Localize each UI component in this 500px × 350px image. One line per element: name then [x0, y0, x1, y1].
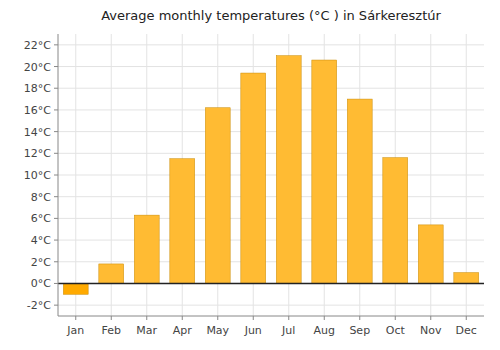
bars — [58, 56, 484, 295]
y-tick-label: 6°C — [31, 212, 51, 225]
chart: Average monthly temperatures (°C ) in Sá… — [0, 0, 500, 350]
bar — [205, 108, 230, 284]
x-tick-label: Sep — [349, 324, 370, 337]
x-tick — [324, 316, 325, 320]
grid-line — [58, 131, 484, 132]
y-tick-label: 14°C — [24, 126, 51, 139]
x-tick — [288, 316, 289, 320]
y-tick-label: 4°C — [31, 234, 51, 247]
grid-line — [58, 44, 484, 45]
x-tick — [430, 316, 431, 320]
y-tick — [54, 240, 58, 241]
baseline — [58, 283, 484, 285]
x-tick-label: Mar — [136, 324, 157, 337]
y-tick — [54, 66, 58, 67]
y-tick — [54, 218, 58, 219]
x-tick-label: Nov — [420, 324, 442, 337]
y-tick — [54, 153, 58, 154]
grid-line — [58, 305, 484, 306]
y-tick — [54, 283, 58, 284]
y-tick-label: 22°C — [24, 39, 51, 52]
y-tick-label: 16°C — [24, 104, 51, 117]
bar — [312, 60, 337, 283]
title: Average monthly temperatures (°C ) in Sá… — [101, 8, 441, 23]
y-tick — [54, 88, 58, 89]
grid-line — [58, 66, 484, 67]
y-tick-label: 18°C — [24, 82, 51, 95]
x-tick — [217, 316, 218, 320]
bar — [383, 158, 408, 284]
y-tick — [54, 175, 58, 176]
axes: -2°C 0°C 2°C 4°C 6°C 8°C 10°C 12°C 14°C 16°C 18°C 2… — [24, 34, 484, 337]
y-tick-label: 0°C — [31, 277, 51, 290]
x-tick-label: Dec — [456, 324, 477, 337]
grid-line — [58, 218, 484, 219]
x-tick-label: May — [206, 324, 229, 337]
bar — [241, 73, 266, 283]
grid-line — [58, 109, 484, 110]
x-tick-label: Aug — [314, 324, 335, 337]
chart-container: Average monthly temperatures (°C ) in Sá… — [0, 0, 500, 350]
x-axis-line — [58, 316, 484, 317]
bar — [63, 283, 88, 294]
x-tick — [253, 316, 254, 320]
bar — [276, 56, 301, 284]
x-tick — [146, 316, 147, 320]
bar — [170, 159, 195, 284]
y-tick — [54, 196, 58, 197]
bar — [134, 215, 159, 283]
x-tick-label: Apr — [173, 324, 193, 337]
x-tick-label: Jan — [66, 324, 84, 337]
bar — [454, 273, 479, 284]
grid — [58, 34, 484, 316]
grid-line — [58, 175, 484, 176]
y-tick — [54, 261, 58, 262]
y-tick-label: 20°C — [24, 61, 51, 74]
y-tick-label: 2°C — [31, 256, 51, 269]
x-tick-label: Jun — [244, 324, 262, 337]
x-tick-label: Oct — [386, 324, 406, 337]
grid-line — [58, 196, 484, 197]
bar — [99, 264, 124, 284]
grid-line — [58, 88, 484, 89]
bar — [347, 99, 372, 283]
y-tick — [54, 44, 58, 45]
y-tick — [54, 109, 58, 110]
y-tick-label: -2°C — [27, 299, 51, 312]
y-tick — [54, 131, 58, 132]
x-tick — [111, 316, 112, 320]
grid-line — [58, 283, 484, 284]
x-tick — [466, 316, 467, 320]
y-tick-label: 12°C — [24, 147, 51, 160]
bar — [418, 225, 443, 284]
grid-line — [58, 153, 484, 154]
x-tick-label: Feb — [102, 324, 121, 337]
y-tick — [54, 305, 58, 306]
y-tick-label: 10°C — [24, 169, 51, 182]
x-tick — [395, 316, 396, 320]
x-tick — [182, 316, 183, 320]
grid-line — [75, 34, 76, 316]
x-tick — [359, 316, 360, 320]
x-tick — [75, 316, 76, 320]
y-tick-label: 8°C — [31, 191, 51, 204]
x-tick-label: Jul — [281, 324, 295, 337]
